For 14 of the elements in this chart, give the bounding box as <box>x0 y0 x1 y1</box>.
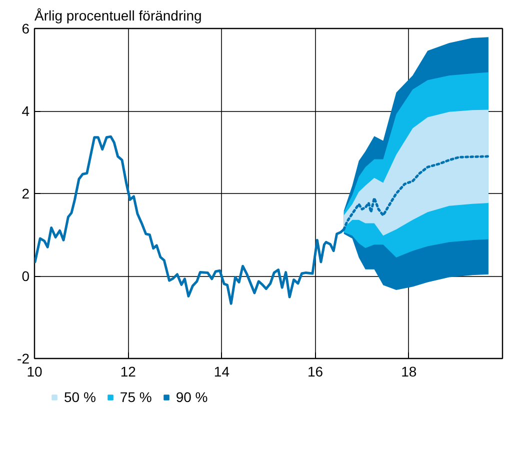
legend-label: 75 % <box>120 389 152 405</box>
x-tick-label: 12 <box>120 364 136 380</box>
x-tick-label: 14 <box>214 364 230 380</box>
y-tick-label: 6 <box>22 20 30 36</box>
x-tick-label: 18 <box>401 364 417 380</box>
x-tick-label: 10 <box>26 364 42 380</box>
legend-label: 90 % <box>176 389 208 405</box>
legend-label: 50 % <box>64 389 96 405</box>
y-axis-title: Årlig procentuell förändring <box>34 8 202 24</box>
y-tick-label: 2 <box>22 186 30 202</box>
y-tick-label: 4 <box>22 103 30 119</box>
y-tick-label: 0 <box>22 268 30 284</box>
y-tick-label: -2 <box>17 350 30 366</box>
x-tick-label: 16 <box>308 364 324 380</box>
